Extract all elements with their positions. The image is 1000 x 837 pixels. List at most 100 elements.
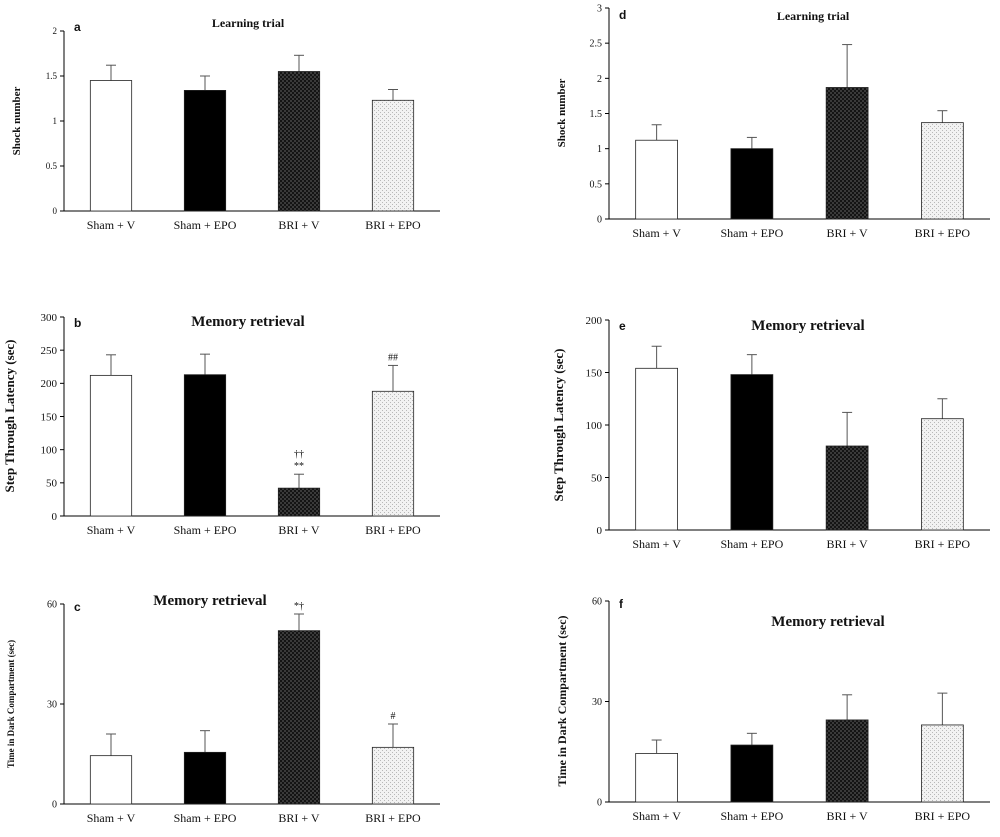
panel-f: 0 30 60 Time in Dark Compartment (sec) Memor… (555, 597, 990, 823)
bar (183, 751, 227, 805)
x-tick-label: BRI + EPO (365, 811, 421, 825)
x-tick-label: BRI + V (278, 523, 320, 537)
y-tick-label: 30 (592, 697, 602, 708)
y-tick-label: 0 (52, 511, 58, 523)
y-tick-label: 200 (586, 315, 603, 327)
x-tick-label: Sham + V (87, 523, 136, 537)
bar (277, 630, 321, 805)
bar (825, 87, 869, 220)
x-tick-label: BRI + EPO (365, 218, 421, 232)
significance-label: # (391, 711, 396, 722)
y-tick-label: 3 (597, 4, 602, 15)
x-tick-label: Sham + EPO (174, 811, 237, 825)
significance-label: *† (294, 601, 304, 612)
x-tick-label: BRI + EPO (915, 226, 971, 240)
x-tick-label: BRI + V (827, 809, 869, 823)
y-axis-label: Time in Dark Compartment (sec) (555, 615, 569, 786)
y-tick-label: 100 (41, 445, 58, 457)
panel-title: Memory retrieval (751, 318, 864, 334)
panel-title: Memory retrieval (771, 614, 884, 630)
bar (635, 753, 678, 803)
x-tick-label: Sham + EPO (174, 218, 237, 232)
x-tick-label: Sham + EPO (720, 226, 783, 240)
x-tick-label: Sham + V (87, 811, 136, 825)
panel-letter: b (74, 316, 81, 330)
y-axis-label: Shock number (556, 79, 568, 148)
y-tick-label: 300 (41, 312, 58, 324)
bar (921, 724, 964, 803)
x-tick-label: BRI + EPO (915, 537, 971, 551)
x-tick-label: BRI + V (278, 811, 320, 825)
bar (89, 755, 133, 805)
y-tick-label: 30 (47, 700, 57, 711)
y-tick-label: 1.5 (46, 71, 58, 81)
x-tick-label: Sham + EPO (720, 537, 783, 551)
y-tick-label: 200 (41, 378, 58, 390)
bar (89, 374, 133, 517)
y-tick-label: 2.5 (590, 39, 603, 50)
panel-a: 0 0.5 1 1.5 2 Shock number Learning trial a Sham… (11, 16, 440, 232)
y-tick-label: 0 (597, 525, 603, 537)
bar (371, 99, 415, 212)
bar (730, 148, 774, 220)
significance-label: ## (388, 352, 398, 363)
bar (89, 80, 133, 212)
y-tick-label: 1.5 (590, 109, 603, 120)
y-tick-label: 150 (41, 411, 58, 423)
panel-d: 0 0.5 1 1.5 2 2.5 3 Shock number Learning trial d… (556, 4, 990, 240)
y-tick-label: 1 (53, 116, 58, 126)
bar (825, 445, 869, 531)
bar (635, 139, 678, 220)
panel-title: Memory retrieval (191, 314, 304, 330)
y-tick-label: 50 (591, 472, 603, 484)
panel-b: 0 50 100 150 200 250 300 Step Through Latency (… (2, 312, 440, 537)
significance-label: †† (294, 449, 304, 460)
y-axis-label: Step Through Latency (sec) (2, 340, 17, 493)
bar (825, 719, 869, 803)
y-axis-label: Time in Dark Compartment (sec) (6, 640, 16, 768)
bar (183, 90, 227, 212)
bar (730, 374, 774, 531)
y-tick-label: 2 (597, 74, 602, 85)
y-axis-label: Shock number (11, 87, 23, 156)
y-tick-label: 60 (592, 597, 602, 608)
bar (183, 374, 227, 517)
x-tick-label: Sham + V (632, 226, 681, 240)
bar (371, 746, 415, 805)
panel-letter: f (619, 597, 624, 611)
x-tick-label: Sham + EPO (174, 523, 237, 537)
x-tick-label: Sham + V (632, 537, 681, 551)
x-tick-label: Sham + V (87, 218, 136, 232)
x-tick-label: BRI + V (278, 218, 320, 232)
panel-title: Memory retrieval (153, 593, 266, 609)
x-tick-label: BRI + V (827, 537, 869, 551)
y-tick-label: 100 (586, 420, 603, 432)
x-tick-label: BRI + V (827, 226, 869, 240)
bar (730, 744, 774, 803)
significance-label: ** (294, 461, 304, 472)
y-tick-label: 0.5 (46, 161, 58, 171)
y-tick-label: 250 (41, 345, 58, 357)
y-axis-label: Step Through Latency (sec) (551, 349, 566, 502)
x-tick-label: Sham + EPO (720, 809, 783, 823)
y-tick-label: 0.5 (590, 179, 603, 190)
y-tick-label: 50 (46, 478, 58, 490)
panel-title: Learning trial (777, 9, 850, 23)
y-tick-label: 1 (597, 144, 602, 155)
y-tick-label: 0 (53, 206, 58, 216)
panel-letter: d (619, 8, 626, 22)
bar (277, 71, 321, 212)
y-tick-label: 60 (47, 600, 57, 611)
panel-c: 0 30 60 Time in Dark Compartment (sec) Memor… (6, 593, 440, 825)
bar (277, 487, 321, 517)
y-tick-label: 150 (586, 367, 603, 379)
panel-title: Learning trial (212, 16, 285, 30)
bar (921, 122, 964, 220)
x-tick-label: BRI + EPO (915, 809, 971, 823)
x-tick-label: BRI + EPO (365, 523, 421, 537)
y-tick-label: 2 (53, 26, 58, 36)
bar (371, 390, 415, 517)
panel-letter: e (619, 319, 626, 333)
y-tick-label: 0 (597, 798, 602, 809)
